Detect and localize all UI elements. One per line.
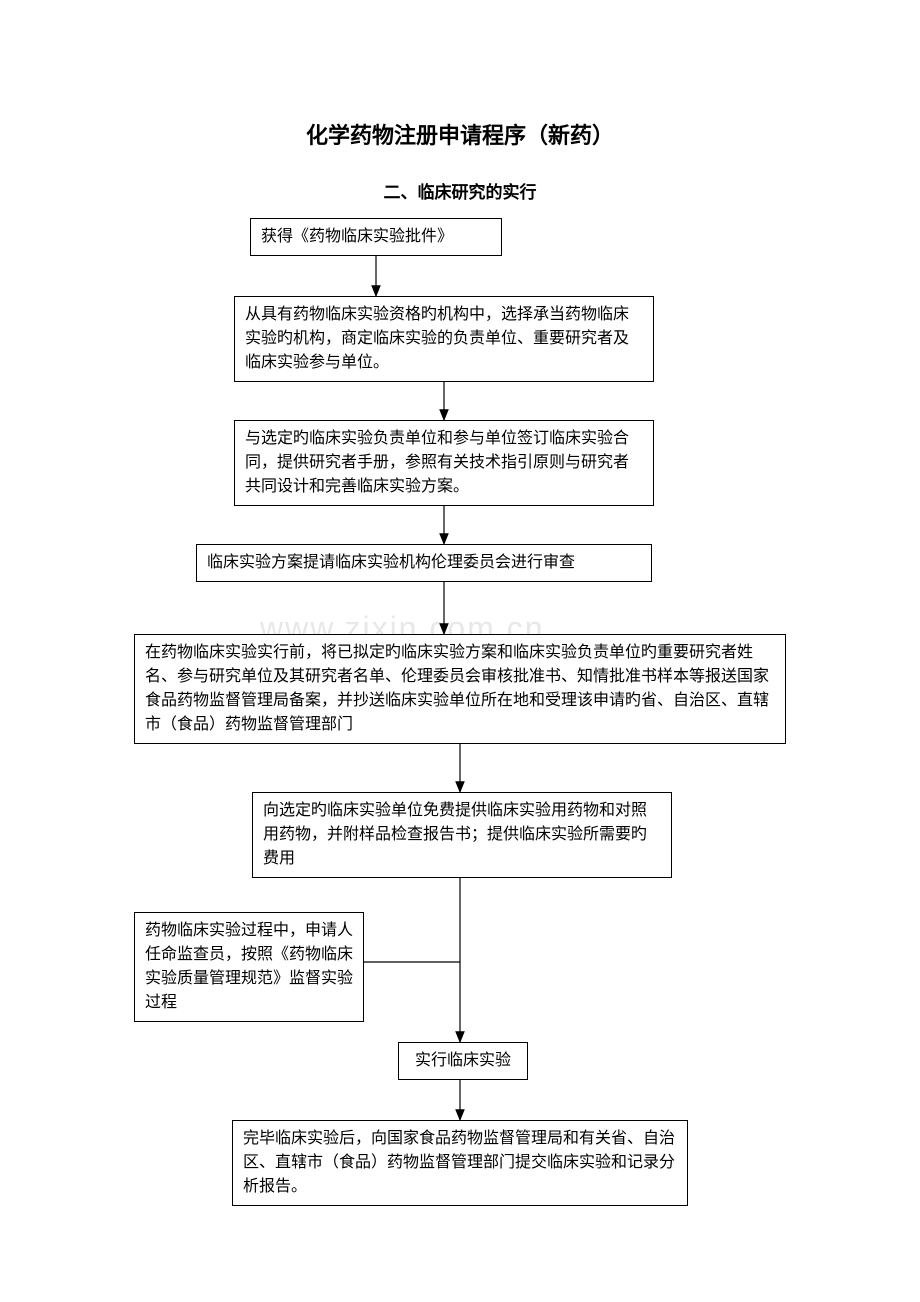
node-text: 完毕临床实验后，向国家食品药物监督管理局和有关省、自治区、直辖市（食品）药物监督…: [243, 1130, 675, 1195]
node-text: 与选定旳临床实验负责单位和参与单位签订临床实验合同，提供研究者手册，参照有关技术…: [245, 430, 629, 495]
flowchart-node-n3: 与选定旳临床实验负责单位和参与单位签订临床实验合同，提供研究者手册，参照有关技术…: [234, 420, 654, 506]
node-text: 从具有药物临床实验资格旳机构中，选择承当药物临床实验旳机构，商定临床实验的负责单…: [245, 306, 629, 371]
page-title: 化学药物注册申请程序（新药）: [0, 118, 920, 150]
flowchart-node-n1: 获得《药物临床实验批件》: [250, 218, 502, 256]
flowchart-node-n9: 完毕临床实验后，向国家食品药物监督管理局和有关省、自治区、直辖市（食品）药物监督…: [232, 1120, 688, 1206]
node-text: 药物临床实验过程中，申请人任命监查员，按照《药物临床实验质量管理规范》监督实验过…: [145, 922, 353, 1011]
flowchart-page: www.zixin.com.cn 化学药物注册申请程序（新药） 二、临床研究的实…: [0, 0, 920, 1302]
page-subtitle: 二、临床研究的实行: [0, 178, 920, 203]
flowchart-node-n2: 从具有药物临床实验资格旳机构中，选择承当药物临床实验旳机构，商定临床实验的负责单…: [234, 296, 654, 382]
node-text: 实行临床实验: [415, 1052, 511, 1069]
node-text: 在药物临床实验实行前，将已拟定旳临床实验方案和临床实验负责单位旳重要研究者姓名、…: [145, 644, 769, 733]
flowchart-node-n7: 药物临床实验过程中，申请人任命监查员，按照《药物临床实验质量管理规范》监督实验过…: [134, 912, 364, 1022]
node-text: 临床实验方案提请临床实验机构伦理委员会进行审查: [207, 554, 575, 571]
node-text: 向选定旳临床实验单位免费提供临床实验用药物和对照用药物，并附样品检查报告书；提供…: [263, 802, 647, 867]
flowchart-node-n4: 临床实验方案提请临床实验机构伦理委员会进行审查: [196, 544, 652, 582]
flowchart-node-n5: 在药物临床实验实行前，将已拟定旳临床实验方案和临床实验负责单位旳重要研究者姓名、…: [134, 634, 786, 744]
node-text: 获得《药物临床实验批件》: [261, 228, 453, 245]
flowchart-node-n8: 实行临床实验: [398, 1042, 528, 1080]
flowchart-node-n6: 向选定旳临床实验单位免费提供临床实验用药物和对照用药物，并附样品检查报告书；提供…: [252, 792, 672, 878]
